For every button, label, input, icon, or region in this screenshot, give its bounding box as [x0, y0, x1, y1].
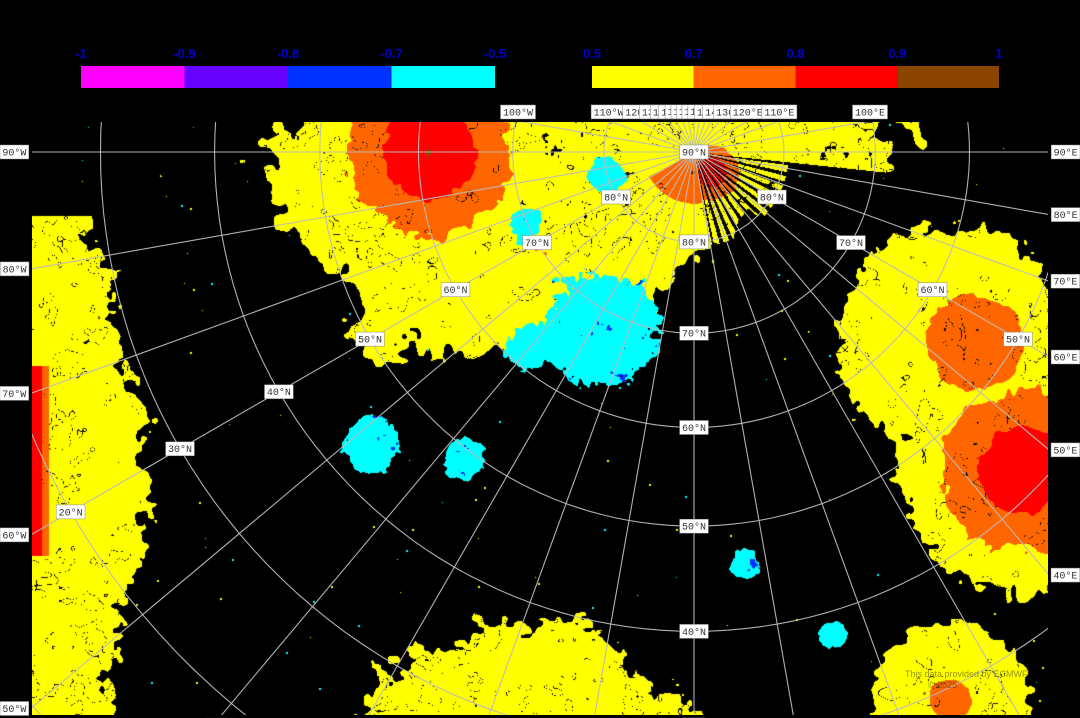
svg-text:-0.7: -0.7	[380, 46, 402, 61]
svg-text:-0.9: -0.9	[173, 46, 195, 61]
svg-text:0.5: 0.5	[583, 46, 601, 61]
svg-text:80°N: 80°N	[760, 192, 784, 204]
svg-text:© 2025: © 2025	[928, 680, 957, 690]
svg-text:70°W: 70°W	[2, 389, 26, 401]
svg-text:50°N: 50°N	[358, 335, 382, 347]
svg-text:60°N: 60°N	[443, 285, 467, 297]
svg-text:70°E: 70°E	[1053, 277, 1077, 289]
svg-text:60°N: 60°N	[920, 285, 944, 297]
svg-text:100°W: 100°W	[503, 107, 533, 119]
svg-text:-0.5: -0.5	[484, 46, 506, 61]
svg-text:70°N: 70°N	[525, 238, 549, 250]
svg-text:80°W: 80°W	[3, 264, 27, 276]
svg-text:1: 1	[995, 46, 1002, 61]
svg-text:0.9: 0.9	[888, 46, 906, 61]
svg-text:90°E: 90°E	[1054, 147, 1078, 159]
svg-text:90°W: 90°W	[2, 147, 26, 159]
svg-text:80°E: 80°E	[1054, 210, 1078, 222]
svg-text:50°N: 50°N	[682, 522, 706, 534]
svg-text:40°N: 40°N	[682, 627, 706, 639]
svg-text:60°N: 60°N	[682, 423, 706, 435]
svg-text:-1: -1	[75, 46, 87, 61]
svg-text:50°W: 50°W	[2, 704, 26, 716]
svg-text:70°N: 70°N	[839, 238, 863, 250]
svg-text:40°N: 40°N	[267, 387, 291, 399]
svg-text:This data provided by ECMWF: This data provided by ECMWF	[905, 669, 1028, 679]
svg-text:-0.8: -0.8	[277, 46, 299, 61]
svg-text:30°N: 30°N	[168, 444, 192, 456]
svg-text:110°W: 110°W	[594, 107, 624, 119]
svg-text:60°E: 60°E	[1053, 352, 1077, 364]
svg-text:110°E: 110°E	[764, 107, 794, 119]
svg-text:50°N: 50°N	[1006, 335, 1030, 347]
svg-text:120°E: 120°E	[733, 107, 763, 119]
svg-text:90°N: 90°N	[682, 147, 706, 159]
svg-text:20°N: 20°N	[59, 507, 83, 519]
svg-text:50°E: 50°E	[1053, 445, 1077, 457]
svg-text:100°E: 100°E	[855, 107, 885, 119]
svg-text:40°E: 40°E	[1053, 571, 1077, 583]
svg-text:80°N: 80°N	[604, 192, 628, 204]
svg-text:0.8: 0.8	[786, 46, 804, 61]
svg-text:0.7: 0.7	[685, 46, 703, 61]
svg-text:70°N: 70°N	[682, 329, 706, 341]
svg-text:80°N: 80°N	[682, 237, 706, 249]
svg-text:60°W: 60°W	[2, 530, 26, 542]
